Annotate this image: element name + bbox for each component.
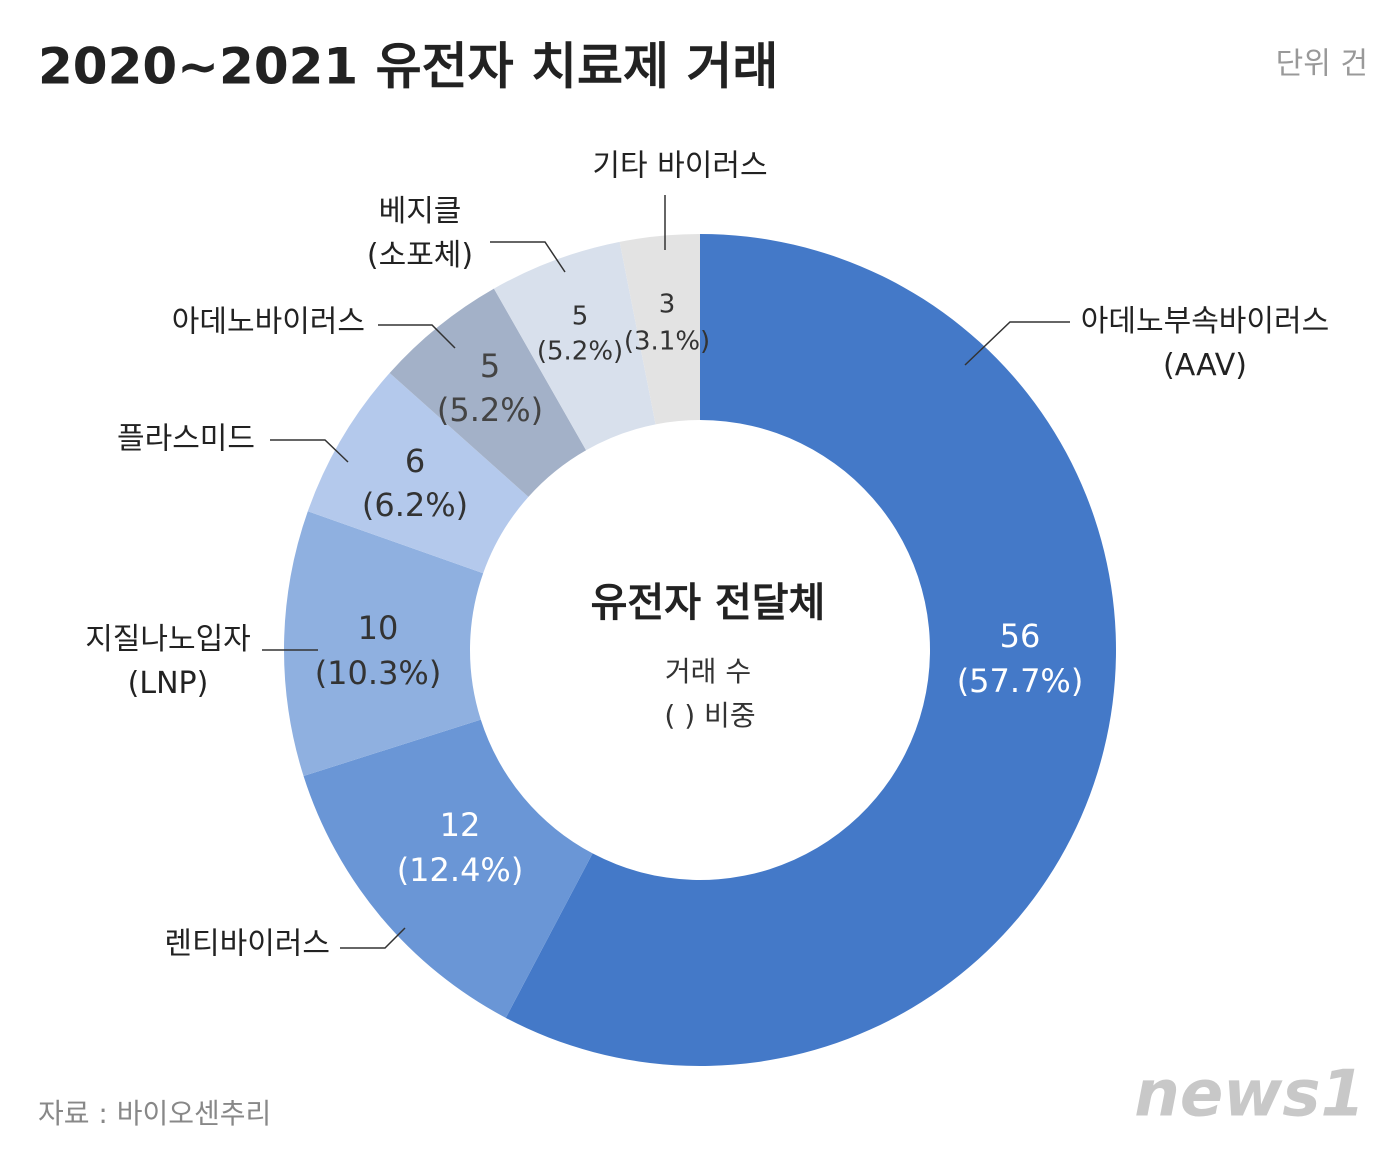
donut-slice	[619, 234, 700, 425]
value-label: 10	[358, 609, 399, 647]
center-title: 유전자 전달체	[591, 580, 826, 626]
donut-slice	[307, 372, 529, 574]
value-label: 3	[659, 290, 676, 320]
leader-line	[378, 324, 456, 349]
donut	[283, 234, 1116, 1066]
share-label: (12.4%)	[397, 851, 524, 889]
category-label: 아데노바이러스	[172, 305, 365, 340]
leader-line	[964, 321, 1070, 366]
category-label: 아데노부속바이러스 (AAV)	[1081, 304, 1329, 383]
share-label: (5.2%)	[437, 391, 543, 429]
value-label: 5	[480, 347, 500, 385]
donut-slice	[283, 511, 484, 776]
center-legend: 거래 수	[665, 655, 751, 688]
donut-slice	[505, 234, 1116, 1066]
unit: 단위 건	[1276, 47, 1368, 82]
share-label: (57.7%)	[957, 662, 1084, 700]
share-label: (3.1%)	[624, 327, 710, 357]
category-label: 지질나노입자 (LNP)	[85, 622, 251, 701]
leader-line	[270, 439, 349, 463]
value-label: 56	[1000, 617, 1041, 655]
share-label: (6.2%)	[362, 486, 468, 524]
donut-slice	[303, 719, 593, 1018]
value-label: 6	[405, 442, 425, 480]
category-label: 기타 바이러스	[592, 149, 767, 184]
donut-slice	[493, 241, 656, 451]
category-label: 베지클 (소포체)	[367, 194, 473, 273]
category-label: 플라스미드	[117, 422, 255, 457]
share-label: (5.2%)	[537, 337, 623, 367]
chart-title: 2020~2021 유전자 치료제 거래	[38, 38, 778, 96]
donut-slice	[389, 288, 587, 497]
logo: news1	[1134, 1058, 1365, 1132]
leader-line	[340, 927, 406, 949]
center-legend: ( ) 비중	[664, 699, 755, 732]
category-label: 렌티바이러스	[164, 927, 330, 962]
share-label: (10.3%)	[315, 654, 442, 692]
source: 자료 : 바이오센추리	[38, 1097, 271, 1130]
leader-line	[490, 241, 566, 273]
value-label: 5	[572, 302, 589, 332]
value-label: 12	[440, 806, 481, 844]
